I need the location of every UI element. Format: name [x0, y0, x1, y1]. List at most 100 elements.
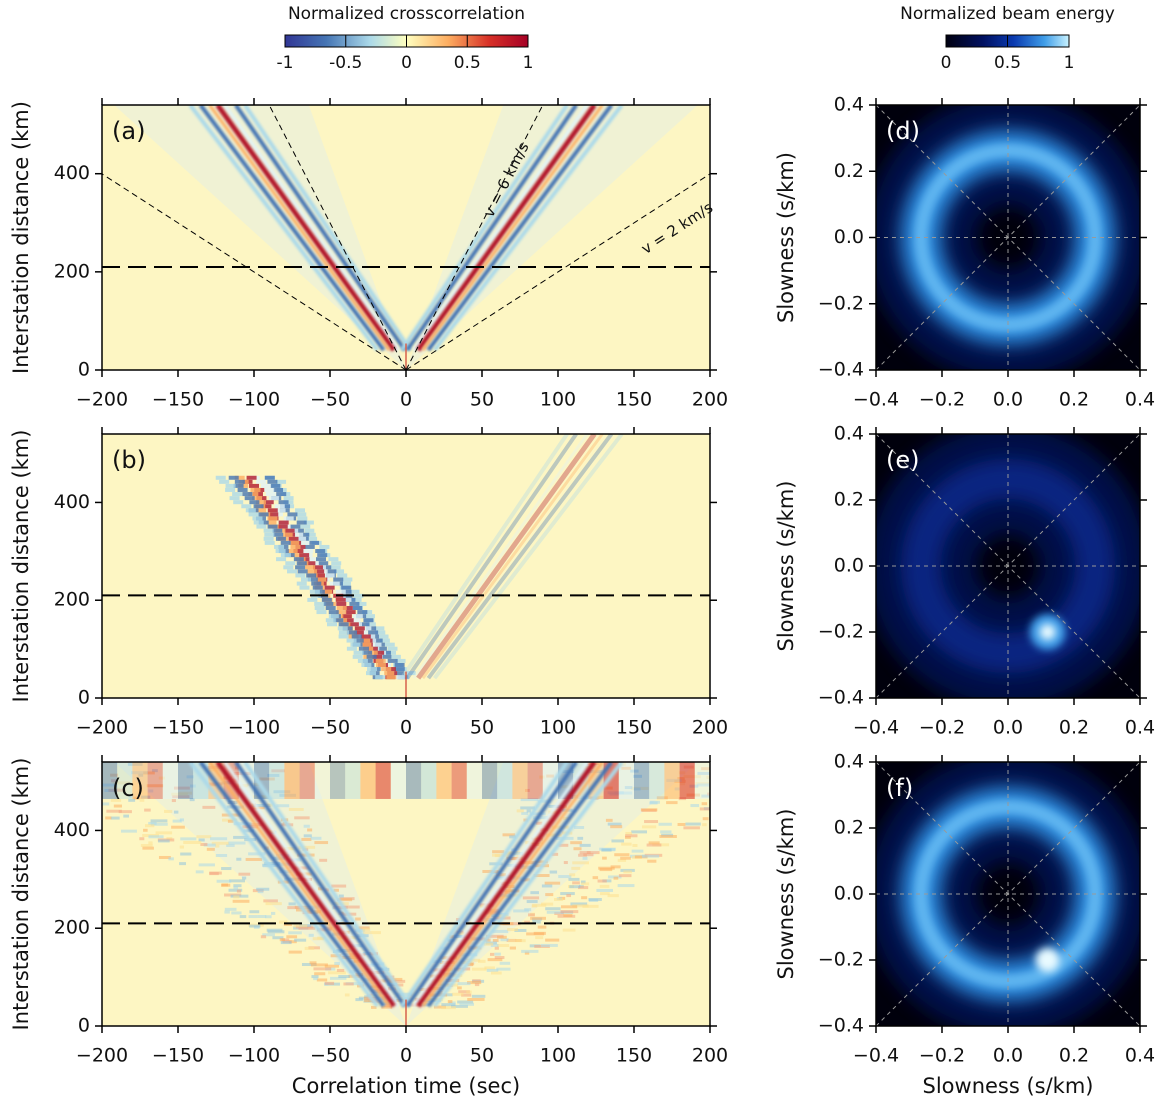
noise [172, 795, 190, 799]
noise [573, 847, 582, 851]
stripe [290, 524, 301, 529]
noise [190, 784, 196, 788]
stripe [229, 496, 240, 501]
stripe [352, 614, 363, 619]
noise [294, 938, 307, 942]
noise [578, 886, 589, 890]
stripe [336, 606, 347, 611]
noise [370, 971, 385, 975]
noise [331, 884, 347, 888]
stripe [333, 577, 344, 582]
stripe [374, 626, 385, 631]
noise [625, 835, 631, 839]
noise [701, 794, 710, 798]
noise [371, 1005, 377, 1009]
stripe [331, 561, 342, 566]
stripe [228, 475, 239, 480]
noise [337, 898, 353, 902]
stripe [350, 618, 361, 623]
noise [702, 823, 707, 827]
stripe [234, 475, 245, 480]
noise [132, 762, 148, 799]
stripe [325, 618, 336, 623]
x-axis-label: Slowness (s/km) [923, 1074, 1094, 1098]
stripe [321, 597, 332, 602]
x-tick-label: −50 [310, 1045, 350, 1067]
noise [701, 767, 710, 771]
noise [221, 781, 233, 785]
y-tick-label: 0 [78, 1015, 90, 1037]
noise [459, 1002, 474, 1006]
noise [492, 850, 505, 854]
noise [259, 777, 275, 781]
noise [279, 938, 285, 942]
noise [144, 824, 155, 828]
noise [614, 853, 630, 857]
noise [497, 935, 507, 939]
stripe [296, 520, 307, 525]
stripe [274, 544, 285, 549]
panel-label: (c) [112, 774, 144, 802]
stripe [361, 642, 372, 647]
noise [272, 936, 284, 940]
noise [535, 821, 543, 825]
noise [618, 874, 632, 878]
noise [288, 950, 302, 954]
noise [733, 798, 747, 801]
y-tick-label: 400 [54, 162, 90, 184]
stripe [345, 610, 356, 615]
noise [171, 792, 188, 796]
noise [324, 888, 330, 892]
stripe [372, 654, 383, 659]
stripe [263, 536, 274, 541]
noise [336, 968, 345, 972]
stripe [248, 512, 259, 517]
velocity-line [101, 173, 407, 371]
noise [486, 968, 499, 972]
stripe [287, 549, 298, 554]
noise [314, 841, 329, 845]
stripe [378, 634, 389, 639]
noise [215, 844, 220, 848]
stripe [258, 512, 269, 517]
noise [621, 842, 632, 846]
stripe [412, 105, 589, 351]
stripe [342, 577, 353, 582]
stripe [394, 671, 405, 676]
noise [613, 876, 619, 880]
stripe [243, 762, 412, 1008]
stripe [278, 500, 289, 505]
x-tick-label: −150 [152, 1045, 204, 1067]
noise [648, 841, 660, 845]
stripe [285, 561, 296, 566]
stripe [366, 654, 377, 659]
y-tick-label: 0.2 [834, 489, 864, 511]
noise [267, 930, 285, 934]
noise [583, 796, 600, 800]
noise [599, 884, 610, 888]
stripe [381, 654, 392, 659]
noise [607, 894, 619, 898]
stripe [241, 504, 252, 509]
stripe [255, 500, 266, 505]
stripe [368, 630, 379, 635]
heatmap [215, 434, 624, 698]
stripe [334, 569, 345, 574]
stripe [249, 483, 260, 488]
noise [617, 858, 627, 862]
noise [284, 877, 302, 881]
noise [607, 822, 622, 826]
noise [224, 910, 230, 914]
stripe [305, 565, 316, 570]
stripe [317, 553, 328, 558]
stripe [188, 105, 380, 352]
stripe [387, 646, 398, 651]
stripe [329, 581, 340, 586]
stripe [263, 500, 274, 505]
y-tick-label: 0.2 [834, 817, 864, 839]
noise [239, 915, 247, 919]
y-tick-label: −0.2 [818, 621, 864, 643]
stripe [353, 650, 364, 655]
noise [390, 762, 406, 799]
noise [597, 795, 604, 799]
